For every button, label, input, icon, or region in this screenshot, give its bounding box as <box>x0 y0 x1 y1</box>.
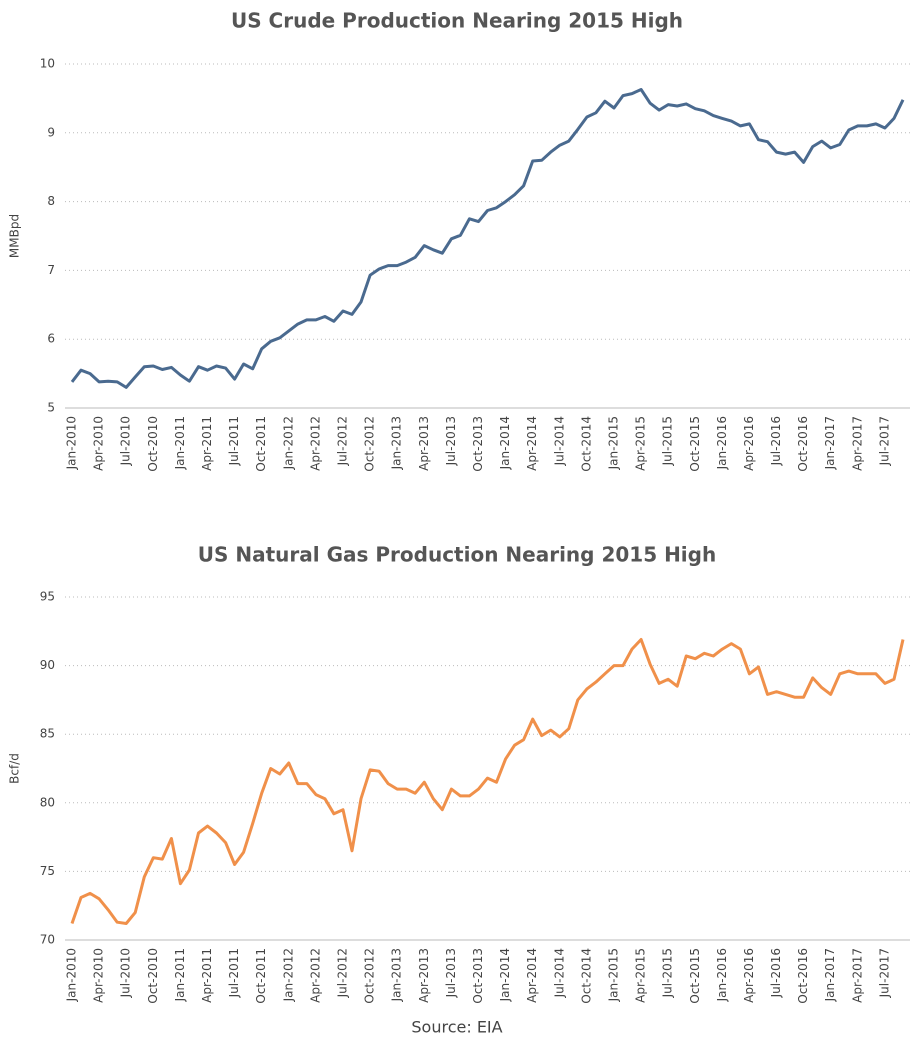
x-tick-label: Jul-2016 <box>769 948 783 998</box>
x-tick-label: Jul-2017 <box>877 416 891 466</box>
x-tick-label: Jan-2013 <box>390 948 404 1002</box>
x-tick-label: Jul-2011 <box>227 416 241 466</box>
x-tick-label: Jul-2016 <box>769 416 783 466</box>
x-tick-label: Apr-2014 <box>525 948 539 1003</box>
x-tick-label: Jan-2012 <box>281 948 295 1002</box>
x-tick-label: Oct-2016 <box>796 948 810 1004</box>
x-tick-label: Jul-2010 <box>119 948 133 998</box>
x-tick-label: Apr-2017 <box>850 948 864 1003</box>
chart-title: US Natural Gas Production Nearing 2015 H… <box>198 543 716 567</box>
y-axis-label: MMBpd <box>8 214 22 258</box>
x-tick-label: Jul-2011 <box>227 948 241 998</box>
y-tick-label: 75 <box>40 864 55 878</box>
x-tick-label: Jul-2014 <box>552 948 566 998</box>
x-tick-label: Jan-2011 <box>173 416 187 470</box>
x-tick-label: Apr-2011 <box>200 948 214 1003</box>
x-tick-label: Jan-2016 <box>715 416 729 470</box>
y-tick-label: 5 <box>47 401 55 415</box>
x-tick-label: Oct-2013 <box>471 416 485 472</box>
x-tick-label: Apr-2015 <box>634 416 648 471</box>
chart-title: US Crude Production Nearing 2015 High <box>231 9 683 33</box>
x-tick-label: Oct-2012 <box>363 416 377 472</box>
y-tick-label: 80 <box>40 795 55 809</box>
x-tick-label: Jan-2017 <box>823 948 837 1002</box>
x-tick-label: Jul-2013 <box>444 416 458 466</box>
x-tick-label: Apr-2014 <box>525 416 539 471</box>
x-tick-label: Oct-2015 <box>688 948 702 1004</box>
y-tick-label: 95 <box>40 590 55 604</box>
x-tick-label: Oct-2010 <box>146 948 160 1004</box>
y-tick-label: 8 <box>47 194 55 208</box>
x-tick-label: Jan-2015 <box>606 948 620 1002</box>
x-tick-label: Oct-2010 <box>146 416 160 472</box>
y-tick-label: 6 <box>47 332 55 346</box>
x-tick-label: Jan-2017 <box>823 416 837 470</box>
x-tick-label: Apr-2012 <box>308 948 322 1003</box>
x-tick-label: Apr-2016 <box>742 948 756 1003</box>
x-tick-label: Oct-2011 <box>254 416 268 472</box>
x-tick-label: Oct-2014 <box>579 948 593 1004</box>
y-tick-label: 10 <box>40 57 55 71</box>
x-tick-label: Apr-2017 <box>850 416 864 471</box>
x-tick-label: Apr-2016 <box>742 416 756 471</box>
x-tick-label: Jul-2010 <box>119 416 133 466</box>
x-tick-label: Jul-2013 <box>444 948 458 998</box>
x-tick-label: Jan-2016 <box>715 948 729 1002</box>
x-tick-label: Oct-2014 <box>579 416 593 472</box>
x-tick-label: Oct-2011 <box>254 948 268 1004</box>
y-axis-label: Bcf/d <box>8 753 22 784</box>
x-tick-label: Apr-2010 <box>92 416 106 471</box>
x-tick-label: Apr-2012 <box>308 416 322 471</box>
x-tick-label: Jan-2014 <box>498 416 512 470</box>
x-tick-label: Jan-2015 <box>606 416 620 470</box>
x-tick-label: Jul-2014 <box>552 416 566 466</box>
y-tick-label: 9 <box>47 125 55 139</box>
x-tick-label: Oct-2013 <box>471 948 485 1004</box>
x-tick-label: Apr-2013 <box>417 416 431 471</box>
x-tick-label: Jan-2014 <box>498 948 512 1002</box>
x-tick-label: Jul-2017 <box>877 948 891 998</box>
x-tick-label: Oct-2016 <box>796 416 810 472</box>
x-tick-label: Apr-2011 <box>200 416 214 471</box>
x-tick-label: Jan-2010 <box>65 948 79 1002</box>
x-tick-label: Jan-2010 <box>65 416 79 470</box>
x-tick-label: Apr-2015 <box>634 948 648 1003</box>
x-tick-label: Jul-2015 <box>661 416 675 466</box>
y-tick-label: 90 <box>40 658 55 672</box>
data-line <box>70 638 905 925</box>
y-tick-label: 70 <box>40 933 55 947</box>
source-note: Source: EIA <box>411 1018 502 1037</box>
x-tick-label: Apr-2013 <box>417 948 431 1003</box>
x-tick-label: Jul-2012 <box>335 948 349 998</box>
x-tick-label: Oct-2015 <box>688 416 702 472</box>
x-tick-label: Jan-2011 <box>173 948 187 1002</box>
data-line <box>70 88 905 389</box>
x-tick-label: Jan-2013 <box>390 416 404 470</box>
x-tick-label: Jul-2012 <box>335 416 349 466</box>
x-tick-label: Jan-2012 <box>281 416 295 470</box>
y-tick-label: 85 <box>40 727 55 741</box>
x-tick-label: Oct-2012 <box>363 948 377 1004</box>
y-tick-label: 7 <box>47 263 55 277</box>
x-tick-label: Jul-2015 <box>661 948 675 998</box>
x-tick-label: Apr-2010 <box>92 948 106 1003</box>
